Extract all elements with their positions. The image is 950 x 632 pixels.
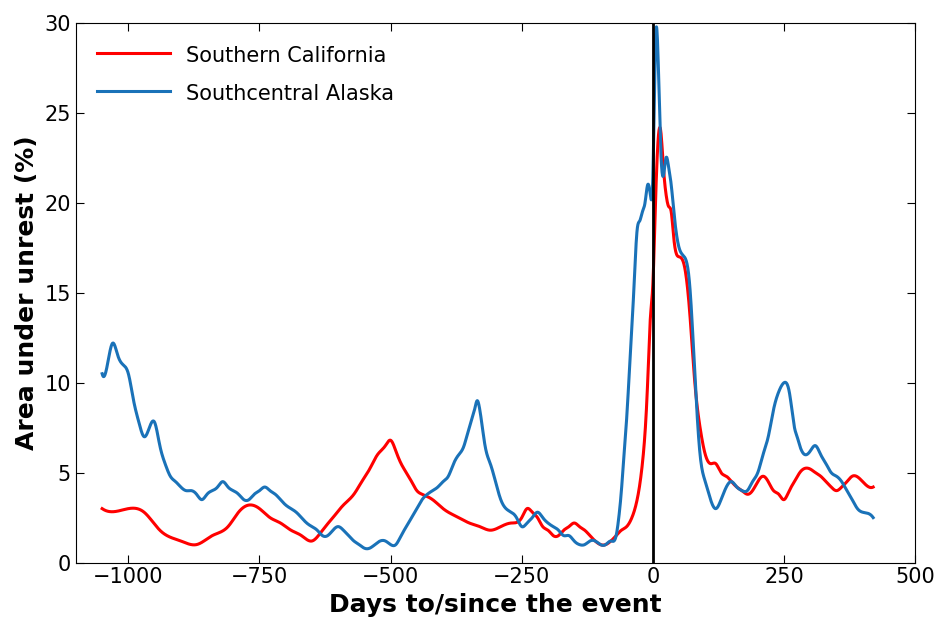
X-axis label: Days to/since the event: Days to/since the event xyxy=(330,593,662,617)
Southcentral Alaska xyxy=(184,487,196,494)
Line: Southern California: Southern California xyxy=(103,128,873,545)
Legend: Southern California, Southcentral Alaska: Southern California, Southcentral Alaska xyxy=(86,33,405,114)
Southern California xyxy=(853,474,864,482)
Southern California xyxy=(655,124,666,131)
Southcentral Alaska xyxy=(426,487,437,495)
Southcentral Alaska xyxy=(230,489,241,496)
Southern California xyxy=(184,540,196,548)
Southcentral Alaska xyxy=(97,370,108,377)
Southern California xyxy=(598,541,609,549)
Southcentral Alaska xyxy=(392,538,404,545)
Southern California xyxy=(392,453,404,460)
Southcentral Alaska xyxy=(853,506,864,514)
Southern California xyxy=(97,505,108,513)
Line: Southcentral Alaska: Southcentral Alaska xyxy=(103,27,873,549)
Southcentral Alaska xyxy=(770,398,781,405)
Southern California xyxy=(867,483,879,491)
Y-axis label: Area under unrest (%): Area under unrest (%) xyxy=(15,135,39,450)
Southern California xyxy=(426,495,437,502)
Southern California xyxy=(770,489,781,496)
Southern California xyxy=(230,512,241,520)
Southcentral Alaska xyxy=(361,545,372,552)
Southcentral Alaska xyxy=(651,23,662,30)
Southcentral Alaska xyxy=(867,514,879,521)
